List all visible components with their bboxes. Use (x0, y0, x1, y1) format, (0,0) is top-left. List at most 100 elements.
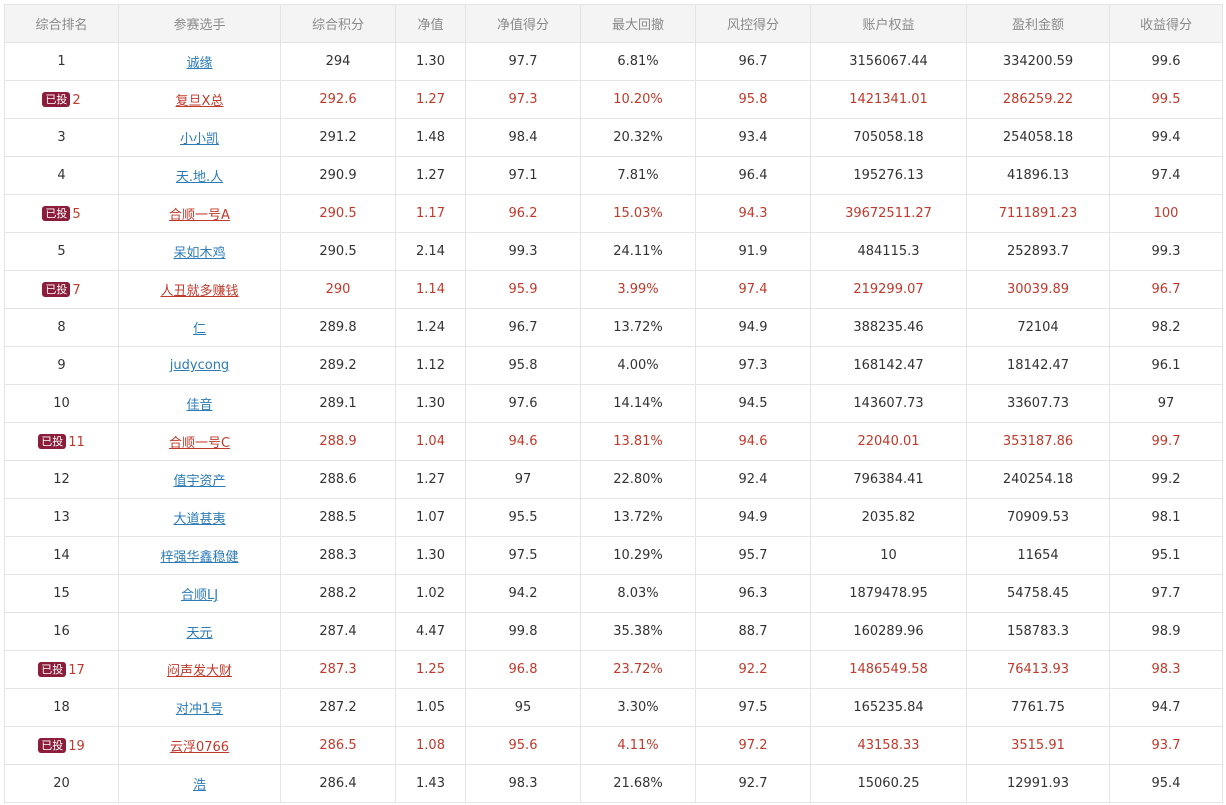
nav-score-cell: 97 (465, 460, 581, 499)
nav-score-cell: 94.6 (465, 422, 581, 461)
rank-cell: 10 (4, 384, 119, 423)
table-row: 14 梓强华鑫稳健 288.3 1.30 97.5 10.29% 95.7 10 11654 95… (4, 536, 1223, 575)
rank-value: 3 (57, 130, 66, 145)
score-cell: 289.2 (280, 346, 396, 385)
nav-score-cell: 97.5 (465, 536, 581, 575)
player-name-link[interactable]: 合顺LJ (180, 588, 219, 603)
invested-badge: 已投 (38, 433, 67, 449)
rank-value: 7 (72, 282, 81, 298)
header-risk-score: 风控得分 (695, 4, 811, 43)
profit-cell: 11654 (966, 536, 1110, 575)
score-cell: 288.5 (280, 498, 396, 537)
player-cell: 云浮0766 (118, 726, 281, 765)
player-name-link[interactable]: 佳音 (186, 398, 213, 413)
drawdown-cell: 3.99% (580, 270, 696, 309)
return-score-cell: 98.3 (1109, 650, 1223, 689)
player-name-link[interactable]: 合顺一号A (169, 208, 230, 223)
player-name-link[interactable]: 合顺一号C (168, 436, 231, 451)
player-name-link[interactable]: 对冲1号 (175, 702, 224, 717)
return-score-cell: 99.6 (1109, 42, 1223, 81)
player-name-link[interactable]: judycong (169, 358, 230, 373)
player-name-link[interactable]: 天.地.人 (175, 170, 224, 185)
rank-cell: 13 (4, 498, 119, 537)
table-row: 15 合顺LJ 288.2 1.02 94.2 8.03% 96.3 1879478.95 54… (4, 574, 1223, 613)
profit-cell: 30039.89 (966, 270, 1110, 309)
player-cell: 人丑就多赚钱 (118, 270, 281, 309)
nav-cell: 1.30 (395, 42, 466, 81)
player-name-link[interactable]: 小小凯 (179, 132, 219, 147)
equity-cell: 39672511.27 (810, 194, 967, 233)
drawdown-cell: 13.81% (580, 422, 696, 461)
risk-score-cell: 95.8 (695, 80, 811, 119)
profit-cell: 7111891.23 (966, 194, 1110, 233)
return-score-cell: 97 (1109, 384, 1223, 423)
nav-score-cell: 96.8 (465, 650, 581, 689)
equity-cell: 1879478.95 (810, 574, 967, 613)
nav-cell: 1.48 (395, 118, 466, 157)
risk-score-cell: 95.7 (695, 536, 811, 575)
rank-value: 15 (53, 586, 70, 601)
player-name-link[interactable]: 值宇资产 (173, 474, 226, 489)
score-cell: 290.9 (280, 156, 396, 195)
rank-value: 2 (72, 92, 81, 108)
player-name-link[interactable]: 云浮0766 (169, 740, 230, 755)
player-name-link[interactable]: 人丑就多赚钱 (160, 284, 239, 299)
player-name-link[interactable]: 天元 (186, 626, 213, 641)
rank-cell: 9 (4, 346, 119, 385)
risk-score-cell: 94.6 (695, 422, 811, 461)
score-cell: 290.5 (280, 194, 396, 233)
return-score-cell: 100 (1109, 194, 1223, 233)
nav-score-cell: 94.2 (465, 574, 581, 613)
return-score-cell: 97.4 (1109, 156, 1223, 195)
equity-cell: 219299.07 (810, 270, 967, 309)
drawdown-cell: 13.72% (580, 498, 696, 537)
table-row: 20 浩 286.4 1.43 98.3 21.68% 92.7 15060.25 12991.… (4, 764, 1223, 803)
nav-cell: 1.24 (395, 308, 466, 347)
table-row: 10 佳音 289.1 1.30 97.6 14.14% 94.5 143607.73 3360… (4, 384, 1223, 423)
equity-cell: 1421341.01 (810, 80, 967, 119)
nav-score-cell: 98.4 (465, 118, 581, 157)
nav-score-cell: 98.3 (465, 764, 581, 803)
rank-cell: 已投 2 (4, 80, 119, 119)
table-row: 4 天.地.人 290.9 1.27 97.1 7.81% 96.4 195276.13 418… (4, 156, 1223, 195)
nav-score-cell: 99.3 (465, 232, 581, 271)
player-name-link[interactable]: 复旦X总 (175, 94, 224, 109)
drawdown-cell: 24.11% (580, 232, 696, 271)
risk-score-cell: 96.4 (695, 156, 811, 195)
player-name-link[interactable]: 仁 (192, 322, 206, 337)
equity-cell: 705058.18 (810, 118, 967, 157)
profit-cell: 41896.13 (966, 156, 1110, 195)
drawdown-cell: 22.80% (580, 460, 696, 499)
player-name-link[interactable]: 浩 (192, 778, 206, 793)
player-name-link[interactable]: 闷声发大财 (166, 664, 232, 679)
player-cell: 诚缘 (118, 42, 281, 81)
player-name-link[interactable]: 诚缘 (186, 56, 213, 71)
return-score-cell: 97.7 (1109, 574, 1223, 613)
profit-cell: 18142.47 (966, 346, 1110, 385)
score-cell: 290 (280, 270, 396, 309)
profit-cell: 286259.22 (966, 80, 1110, 119)
return-score-cell: 99.4 (1109, 118, 1223, 157)
player-name-link[interactable]: 呆如木鸡 (173, 246, 226, 261)
profit-cell: 12991.93 (966, 764, 1110, 803)
rank-value: 8 (57, 320, 66, 335)
risk-score-cell: 97.4 (695, 270, 811, 309)
nav-score-cell: 95.5 (465, 498, 581, 537)
equity-cell: 1486549.58 (810, 650, 967, 689)
rank-cell: 20 (4, 764, 119, 803)
profit-cell: 70909.53 (966, 498, 1110, 537)
player-name-link[interactable]: 大道甚夷 (173, 512, 226, 527)
return-score-cell: 95.1 (1109, 536, 1223, 575)
equity-cell: 388235.46 (810, 308, 967, 347)
player-name-link[interactable]: 梓强华鑫稳健 (160, 550, 239, 565)
table-row: 5 呆如木鸡 290.5 2.14 99.3 24.11% 91.9 484115.3 2528… (4, 232, 1223, 271)
table-row: 已投 5 合顺一号A 290.5 1.17 96.2 15.03% 94.3 39672511.… (4, 194, 1223, 233)
header-nav-score: 净值得分 (465, 4, 581, 43)
rank-cell: 已投 19 (4, 726, 119, 765)
table-header: 综合排名 参赛选手 综合积分 净值 净值得分 最大回撤 风控得分 账户权益 盈利… (4, 4, 1223, 43)
drawdown-cell: 20.32% (580, 118, 696, 157)
risk-score-cell: 92.2 (695, 650, 811, 689)
player-cell: 佳音 (118, 384, 281, 423)
risk-score-cell: 94.5 (695, 384, 811, 423)
return-score-cell: 98.1 (1109, 498, 1223, 537)
